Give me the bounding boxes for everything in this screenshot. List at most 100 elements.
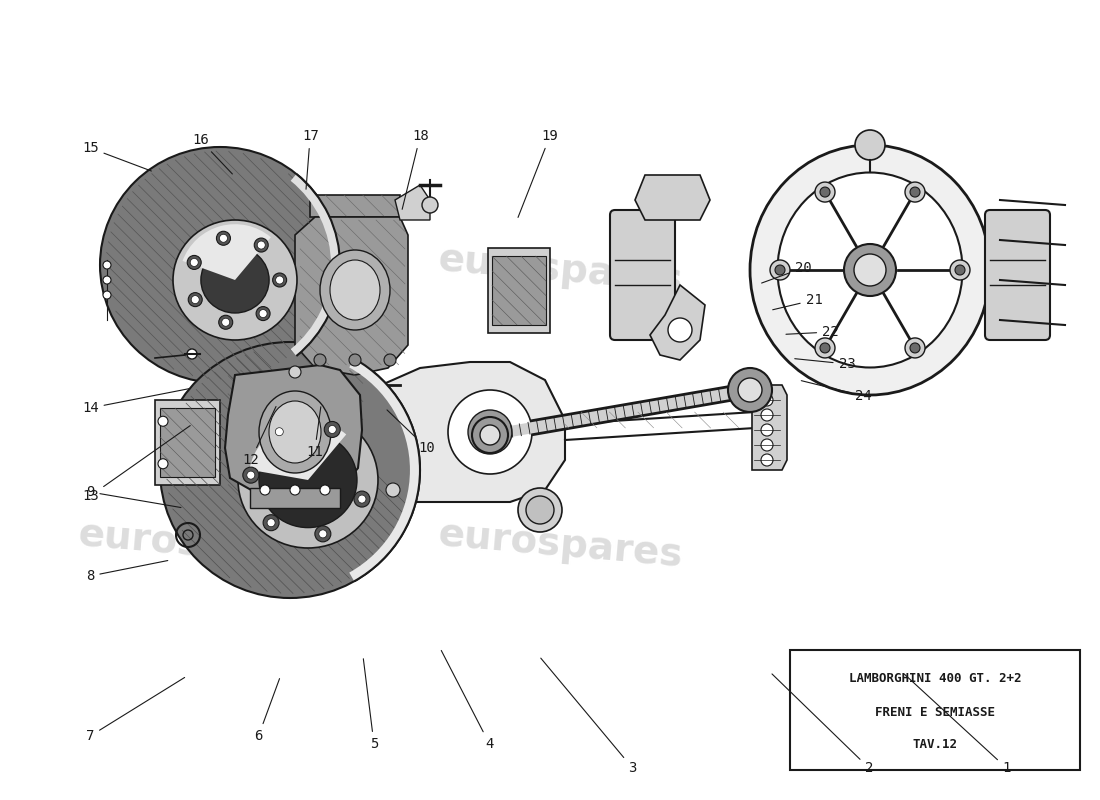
Text: 16: 16 bbox=[191, 133, 232, 174]
Ellipse shape bbox=[100, 147, 340, 383]
Circle shape bbox=[256, 306, 271, 321]
Circle shape bbox=[246, 471, 255, 479]
Ellipse shape bbox=[778, 173, 962, 367]
Ellipse shape bbox=[160, 342, 420, 598]
Circle shape bbox=[910, 343, 920, 353]
Text: LAMBORGHINI 400 GT. 2+2: LAMBORGHINI 400 GT. 2+2 bbox=[849, 671, 1021, 685]
Bar bbox=[790, 650, 1080, 770]
Circle shape bbox=[263, 514, 279, 530]
Ellipse shape bbox=[330, 260, 380, 320]
Circle shape bbox=[289, 366, 301, 378]
Bar bbox=[160, 408, 215, 477]
Circle shape bbox=[187, 349, 197, 359]
Text: 14: 14 bbox=[81, 389, 190, 415]
Text: eurospares: eurospares bbox=[136, 240, 384, 300]
Text: 20: 20 bbox=[761, 261, 812, 283]
Circle shape bbox=[480, 425, 501, 445]
Text: 5: 5 bbox=[363, 658, 378, 751]
Circle shape bbox=[668, 318, 692, 342]
Bar bbox=[488, 248, 550, 333]
Text: 17: 17 bbox=[301, 129, 319, 190]
Wedge shape bbox=[250, 421, 346, 480]
Text: 23: 23 bbox=[795, 357, 856, 371]
FancyBboxPatch shape bbox=[984, 210, 1050, 340]
Circle shape bbox=[324, 422, 340, 438]
Circle shape bbox=[328, 426, 337, 434]
Ellipse shape bbox=[270, 401, 321, 463]
Circle shape bbox=[188, 293, 202, 306]
Polygon shape bbox=[355, 362, 565, 502]
Ellipse shape bbox=[320, 250, 390, 330]
Circle shape bbox=[290, 485, 300, 495]
Circle shape bbox=[950, 260, 970, 280]
Text: 6: 6 bbox=[254, 678, 279, 743]
Circle shape bbox=[472, 417, 508, 453]
Circle shape bbox=[243, 467, 258, 483]
Ellipse shape bbox=[750, 145, 990, 395]
Circle shape bbox=[815, 338, 835, 358]
Text: 4: 4 bbox=[441, 650, 494, 751]
Circle shape bbox=[761, 439, 773, 451]
Circle shape bbox=[770, 260, 790, 280]
Ellipse shape bbox=[173, 220, 297, 340]
Circle shape bbox=[386, 483, 400, 497]
Circle shape bbox=[103, 261, 111, 269]
Polygon shape bbox=[635, 175, 710, 220]
Circle shape bbox=[761, 394, 773, 406]
Circle shape bbox=[905, 338, 925, 358]
FancyBboxPatch shape bbox=[610, 210, 675, 340]
Bar bbox=[310, 195, 400, 217]
Text: 7: 7 bbox=[86, 678, 185, 743]
Circle shape bbox=[222, 318, 230, 326]
Circle shape bbox=[158, 416, 168, 426]
Text: 3: 3 bbox=[541, 658, 637, 775]
Circle shape bbox=[257, 241, 265, 249]
Bar bbox=[250, 488, 340, 508]
Text: 8: 8 bbox=[86, 561, 168, 583]
Text: 10: 10 bbox=[387, 410, 436, 455]
Text: 9: 9 bbox=[86, 485, 182, 507]
Circle shape bbox=[844, 244, 896, 296]
Circle shape bbox=[910, 187, 920, 197]
Circle shape bbox=[384, 354, 396, 366]
Circle shape bbox=[468, 410, 512, 454]
Circle shape bbox=[761, 409, 773, 421]
Bar bbox=[492, 256, 546, 325]
Circle shape bbox=[728, 368, 772, 412]
Circle shape bbox=[273, 273, 287, 287]
Text: 13: 13 bbox=[81, 426, 190, 503]
Circle shape bbox=[217, 231, 230, 246]
Circle shape bbox=[955, 265, 965, 275]
Circle shape bbox=[518, 488, 562, 532]
Circle shape bbox=[761, 454, 773, 466]
Circle shape bbox=[190, 258, 198, 266]
Circle shape bbox=[349, 354, 361, 366]
Circle shape bbox=[905, 182, 925, 202]
Circle shape bbox=[275, 428, 284, 436]
Text: TAV.12: TAV.12 bbox=[913, 738, 957, 751]
Text: 18: 18 bbox=[403, 129, 429, 210]
Circle shape bbox=[260, 485, 270, 495]
Text: eurospares: eurospares bbox=[76, 515, 323, 574]
Ellipse shape bbox=[258, 391, 331, 473]
Ellipse shape bbox=[238, 412, 378, 548]
Circle shape bbox=[315, 526, 331, 542]
Circle shape bbox=[854, 254, 886, 286]
Polygon shape bbox=[752, 385, 786, 470]
Circle shape bbox=[314, 354, 326, 366]
Circle shape bbox=[267, 518, 275, 526]
Text: 1: 1 bbox=[904, 674, 1011, 775]
Text: eurospares: eurospares bbox=[436, 240, 684, 300]
Circle shape bbox=[358, 495, 366, 503]
Circle shape bbox=[776, 265, 785, 275]
Polygon shape bbox=[650, 285, 705, 360]
Circle shape bbox=[103, 276, 111, 284]
Polygon shape bbox=[295, 217, 408, 375]
Polygon shape bbox=[226, 365, 362, 498]
Circle shape bbox=[276, 276, 284, 284]
Circle shape bbox=[526, 496, 554, 524]
Text: 24: 24 bbox=[801, 381, 872, 403]
Circle shape bbox=[319, 530, 327, 538]
Text: eurospares: eurospares bbox=[436, 515, 684, 574]
Text: 11: 11 bbox=[306, 406, 323, 459]
